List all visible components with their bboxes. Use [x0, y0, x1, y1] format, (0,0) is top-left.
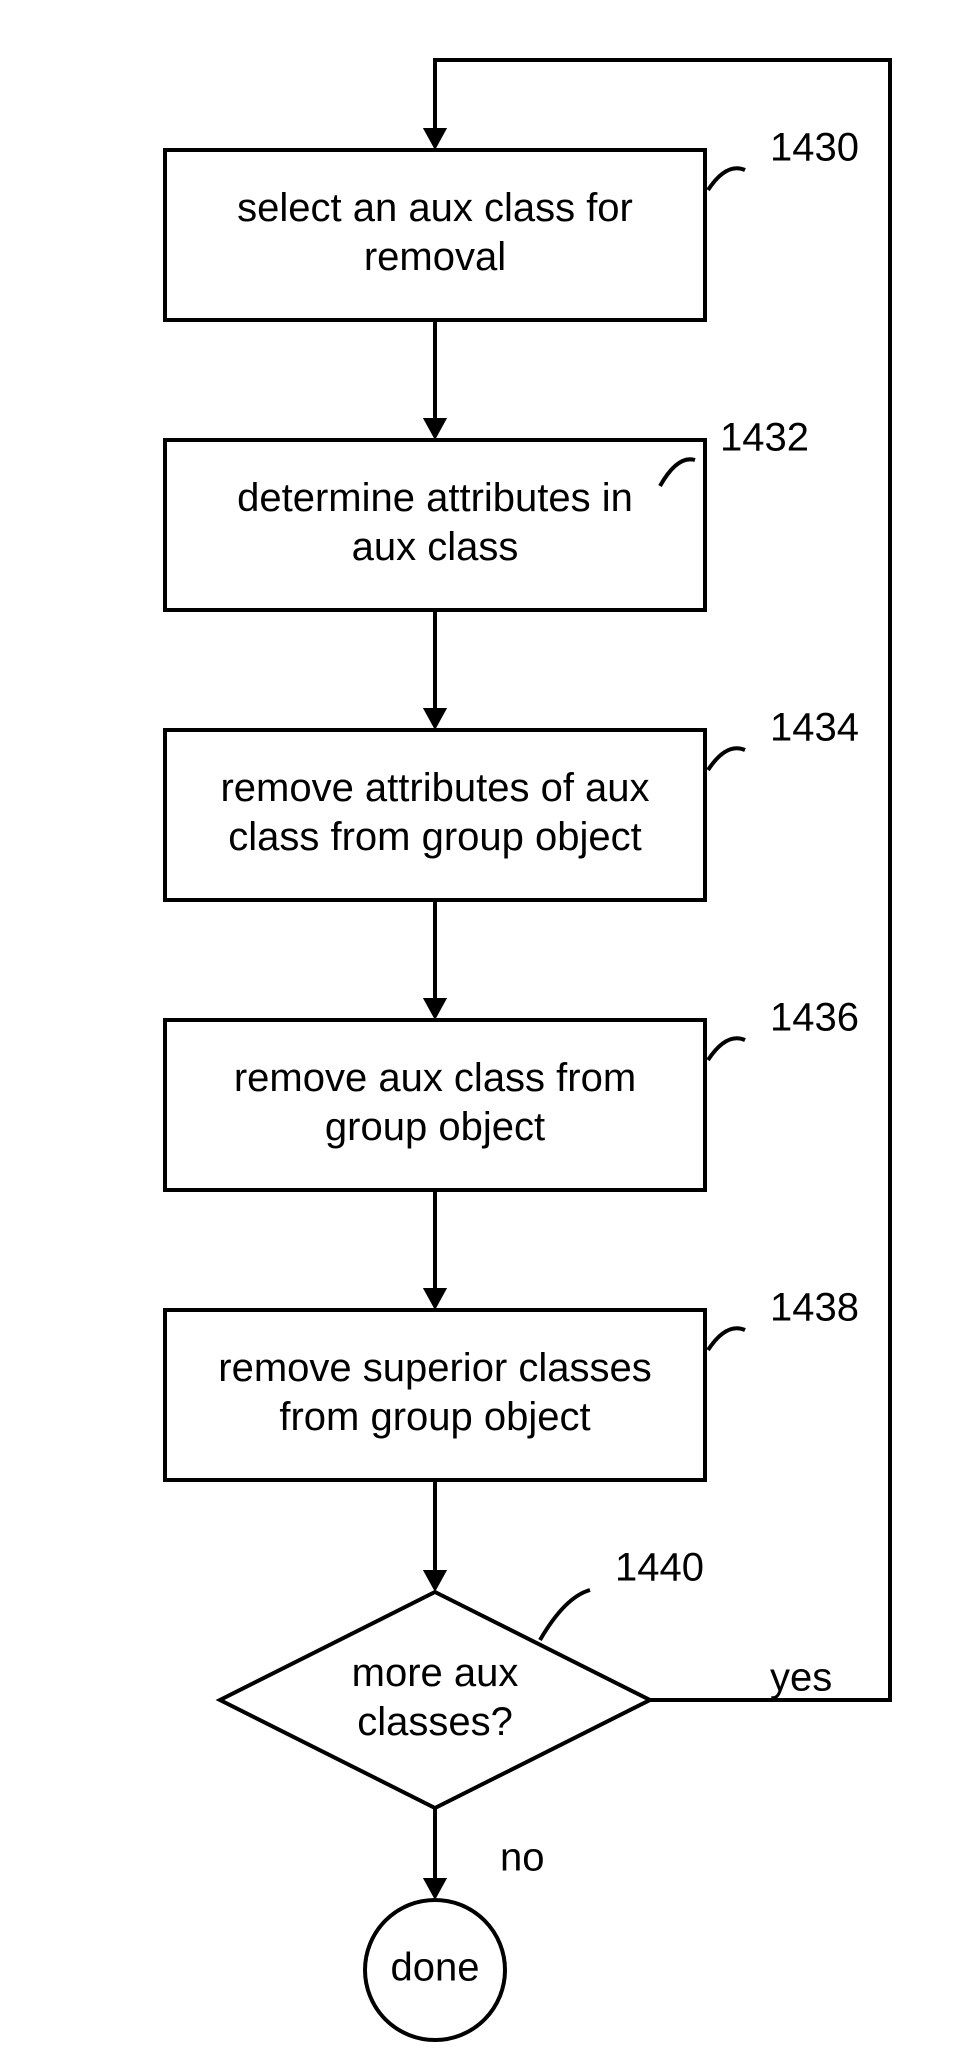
svg-text:1436: 1436 [770, 996, 859, 1040]
svg-text:classes?: classes? [357, 1700, 513, 1744]
svg-text:1438: 1438 [770, 1286, 859, 1330]
svg-text:from group object: from group object [279, 1395, 590, 1439]
svg-text:group object: group object [325, 1105, 545, 1149]
svg-text:1432: 1432 [720, 416, 809, 460]
svg-text:aux class: aux class [352, 525, 519, 569]
svg-text:determine attributes in: determine attributes in [237, 476, 633, 520]
svg-text:1434: 1434 [770, 706, 859, 750]
svg-text:remove superior classes: remove superior classes [218, 1346, 652, 1390]
svg-text:1430: 1430 [770, 126, 859, 170]
svg-text:remove attributes of aux: remove attributes of aux [220, 766, 649, 810]
svg-text:removal: removal [364, 235, 506, 279]
svg-text:remove aux class from: remove aux class from [234, 1056, 636, 1100]
svg-text:class from group object: class from group object [228, 815, 642, 859]
svg-text:more aux: more aux [352, 1651, 519, 1695]
svg-text:yes: yes [770, 1656, 832, 1700]
svg-text:no: no [500, 1836, 545, 1880]
svg-text:1440: 1440 [615, 1546, 704, 1590]
svg-text:done: done [391, 1946, 480, 1990]
svg-text:select an aux class for: select an aux class for [237, 186, 633, 230]
